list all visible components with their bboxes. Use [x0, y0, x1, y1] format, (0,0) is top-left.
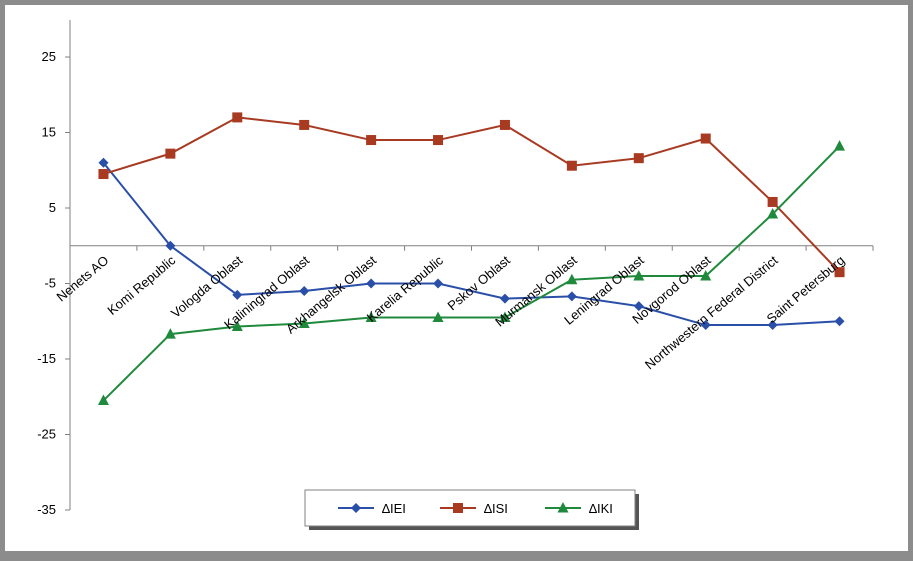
- data-point: [165, 148, 176, 159]
- data-point: [499, 311, 511, 322]
- data-point: [700, 320, 711, 331]
- data-point: [164, 328, 176, 339]
- data-point: [834, 316, 845, 327]
- data-point: [499, 119, 510, 130]
- legend-marker: [351, 503, 361, 513]
- series-1: [98, 157, 845, 331]
- data-point: [433, 278, 444, 289]
- y-tick-label: -25: [37, 427, 56, 442]
- y-axis-ticks: 25 15 5 -5 -15 -25 -35: [37, 49, 70, 517]
- data-point: [298, 317, 310, 329]
- series-3: [97, 140, 846, 406]
- data-point: [432, 311, 444, 322]
- legend-label: ∆IKI: [589, 501, 613, 516]
- data-point: [231, 320, 243, 332]
- data-point: [700, 133, 711, 144]
- data-point: [566, 160, 577, 171]
- data-point: [299, 286, 310, 297]
- legend-marker: [557, 502, 569, 513]
- data-point: [767, 208, 779, 219]
- data-point: [633, 269, 645, 281]
- data-point: [232, 289, 243, 300]
- series-line: [102, 145, 841, 402]
- data-point: [165, 240, 176, 251]
- data-point: [767, 320, 778, 331]
- data-point: [499, 293, 510, 304]
- data-point: [98, 169, 109, 180]
- data-point: [566, 291, 577, 302]
- legend-marker: [453, 503, 463, 513]
- y-tick-label: -35: [37, 502, 56, 517]
- y-tick-label: 5: [49, 200, 56, 215]
- data-point: [566, 273, 578, 285]
- y-tick-label: 15: [42, 125, 56, 140]
- legend-label: ∆ISI: [484, 501, 508, 516]
- y-tick-label: 25: [42, 49, 56, 64]
- y-tick-label: -15: [37, 351, 56, 366]
- legend-label: ∆IEI: [382, 501, 406, 516]
- data-point: [834, 267, 845, 278]
- data-point: [299, 119, 310, 130]
- data-point: [366, 278, 377, 289]
- x-axis-ticks: [69, 245, 874, 251]
- data-point: [767, 196, 778, 207]
- data-point: [633, 153, 644, 164]
- data-point: [232, 112, 243, 123]
- legend: ∆IEI ∆ISI ∆IKI: [304, 489, 639, 530]
- data-point: [365, 311, 377, 322]
- data-point: [97, 394, 109, 406]
- data-point: [700, 269, 712, 281]
- data-point: [834, 140, 846, 151]
- series-2: [98, 112, 845, 278]
- data-point: [633, 301, 644, 312]
- series-line: [103, 116, 841, 273]
- data-point: [433, 135, 444, 146]
- series-line: [102, 162, 840, 327]
- data-point: [98, 157, 109, 168]
- data-point: [366, 135, 377, 146]
- y-tick-label: -5: [44, 276, 56, 291]
- series-layer: [97, 112, 846, 406]
- chart-area-background: [5, 5, 908, 551]
